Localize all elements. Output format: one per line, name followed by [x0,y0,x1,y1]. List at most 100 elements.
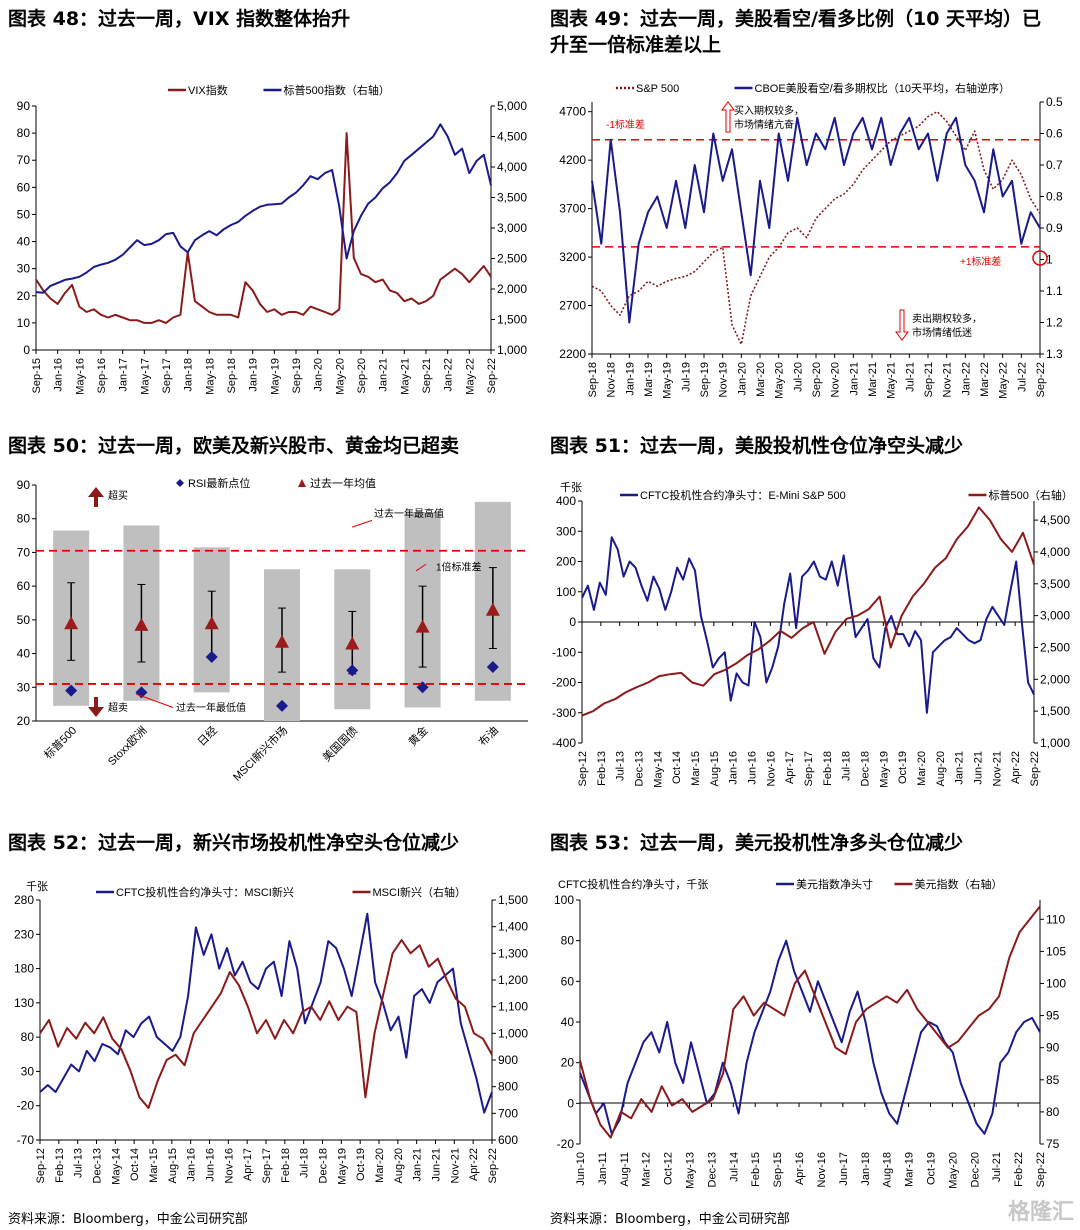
mean-triangle [134,617,149,631]
x-tick-label: Nov-18 [606,362,618,397]
x-tick-label: Apr-17 [242,1148,254,1181]
y-right-tick-label: 80 [1046,1105,1060,1119]
x-tick-label: Aug-18 [882,1152,894,1187]
chart-title-51: 图表 51：过去一周，美股投机性仓位净空头减少 [550,435,964,457]
x-tick-label: Jan-22 [443,358,455,392]
x-tick-label: Jun-21 [973,751,985,785]
y-left-tick-label: 100 [554,893,574,907]
x-tick-label: Feb-13 [596,751,608,786]
y-right-tick-label: 1.2 [1046,316,1063,330]
rsi-diamond [205,650,218,663]
y-right-tick-label: 3,500 [1040,577,1070,591]
x-tick-label: Feb-22 [1013,1152,1025,1187]
x-tick-label: Sep-12 [35,1148,47,1183]
y-right-tick-label: 1,100 [498,1000,528,1014]
y-left-tick-label: 10 [17,316,31,330]
x-tick-label: May-14 [110,1148,122,1185]
y-left-tick-label: 300 [556,524,576,538]
x-tick-label: Dec-13 [634,751,646,786]
series-line-0 [35,132,492,324]
x-tick-label: MSCI新兴市场 [230,723,290,783]
chart-53: -20 0 20 40 60 80 100 75 80 85 90 95 100 105 110 Jun-10… [554,877,1066,1189]
x-tick-label: Jan-16 [186,1148,198,1182]
x-tick-label: Sep-17 [161,358,173,393]
x-tick-label: Jan-21 [954,751,966,785]
x-tick-label: Aug-15 [709,751,721,786]
y-left-tick-label: 400 [556,494,576,508]
y-left-tick-label: -20 [17,1099,35,1113]
series-line-1 [591,116,1041,324]
reference-line-label: 1倍标准差 [436,561,482,574]
x-tick-label: Mar-19 [904,1152,916,1187]
x-tick-label: May-18 [204,358,216,395]
y-left-tick-label: 100 [556,585,576,599]
x-tick-label: Jan-21 [378,358,390,392]
panel-49: 图表 49：过去一周，美股看空/看多比例（10 天平均）已 升至一倍标准差以上 2… [550,6,1075,406]
chart-title-48: 图表 48：过去一周，VIX 指数整体抬升 [8,8,351,30]
up-arrow-icon [721,101,735,133]
y-left-tick-label: 40 [561,1015,575,1029]
y-tick-label: 90 [17,478,31,492]
y-tick-label: 50 [17,613,31,627]
annotation-text: 市场情绪亢奋 [734,118,794,131]
annotation-text: 超卖 [108,701,128,714]
y-tick-label: 30 [17,680,31,694]
panel-53: 图表 53：过去一周，美元投机性净多头仓位减少 -20 0 20 40 60 80 100 7… [550,830,1075,1190]
legend-label: 标普500（右轴） [989,488,1073,502]
series-line-1 [581,506,1035,717]
source-note-right: 资料来源：Bloomberg，中金公司研究部 [550,1212,790,1227]
x-tick-label: May-22 [464,358,476,395]
y-left-tick-label: 3700 [559,202,586,216]
y-left-tick-label: 20 [561,1056,575,1070]
y-right-tick-label: 1.1 [1046,284,1063,298]
annotation-text: 超买 [108,489,128,502]
x-tick-label: Mar-12 [641,1152,653,1187]
x-tick-label: Jul-14 [728,1152,740,1182]
series-line-0 [39,912,493,1114]
y-left-tick-label: 40 [17,235,31,249]
x-tick-label: May-19 [336,1148,348,1185]
x-tick-label: Feb-18 [280,1148,292,1183]
chart-49: 2200 2700 3200 3700 4200 4700 0.5 0.6 0.7 0.8 0.9 1… [559,81,1063,399]
x-tick-label: Jul-22 [1016,362,1028,392]
y-right-tick-label: 85 [1046,1073,1060,1087]
chart-title-50: 图表 50：过去一周，欧美及新兴股市、黄金均已超卖 [8,435,460,457]
x-tick-label: Apr-22 [468,1148,480,1181]
annotation-text: 卖出期权较多， [912,312,982,325]
y-left-tick-label: 4200 [559,153,586,167]
reference-line-label: -1标准差 [606,118,645,131]
x-tick-label: 标普500 [41,723,79,761]
mean-triangle [485,602,500,616]
y-left-tick-label: 60 [561,974,575,988]
legend-label: 美元指数（右轴） [915,877,1003,891]
x-tick-label: Jul-18 [841,751,853,781]
y-tick-label: 20 [17,714,31,728]
mean-triangle [204,616,219,630]
x-tick-label: Sep-22 [1035,362,1047,397]
x-tick-label: Jul-13 [615,751,627,781]
y-right-tick-label: 1,500 [1040,704,1070,718]
y-left-tick-label: 4700 [559,105,586,119]
x-tick-label: Nov-21 [449,1148,461,1183]
legend-label: CFTC投机性合约净头寸：MSCI新兴 [116,885,294,899]
legend-label: RSI最新点位 [188,476,250,490]
down-arrow-icon [895,309,909,341]
oversold-arrow-icon [88,697,104,717]
annotation-text: 过去一年最高值 [374,507,444,520]
annotation-text: 市场情绪低迷 [912,326,972,339]
y-right-tick-label: 4,500 [497,130,527,144]
y-left-tick-label: 3200 [559,250,586,264]
x-tick-label: Oct-14 [671,751,683,784]
x-tick-label: Jul-18 [299,1148,311,1178]
x-tick-label: Sep-15 [772,1152,784,1187]
x-tick-label: Sep-19 [291,358,303,393]
y-left-tick-label: 30 [21,1064,35,1078]
y-left-tick-label: -200 [552,676,576,690]
x-tick-label: Mar-21 [867,362,879,397]
x-tick-label: May-13 [685,1152,697,1189]
y-right-tick-label: 1 [1046,253,1053,267]
x-tick-label: Mar-20 [374,1148,386,1183]
x-tick-label: Sep-18 [587,362,599,397]
x-tick-label: Jun-17 [838,1152,850,1186]
y-right-tick-label: 2,500 [497,252,527,266]
